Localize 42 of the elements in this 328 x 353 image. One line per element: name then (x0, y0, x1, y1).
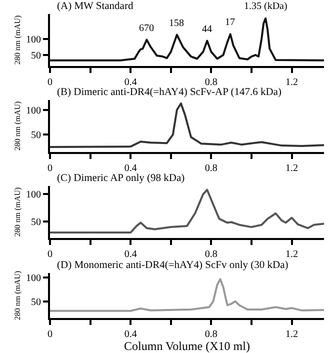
y-tick-label: 50 (31, 217, 41, 228)
annotation: 670 (139, 23, 154, 34)
x-tick-label: 1.2 (286, 77, 298, 88)
x-tick-label: 0.8 (204, 249, 218, 260)
y-tick-label: 50 (31, 296, 41, 308)
y-axis-title: 280 nm (mAU) (13, 270, 22, 320)
x-tick-label: 0 (48, 163, 52, 174)
annotation: 158 (169, 18, 184, 29)
annotation: 1.35 (kDa) (244, 1, 288, 12)
x-tick-label: 0.4 (124, 249, 137, 260)
chart-title: (A) MW Standard (57, 1, 134, 12)
x-tick-label: 1.2 (286, 329, 298, 340)
y-tick-label: 100 (26, 190, 41, 201)
x-tick-label: 0 (48, 329, 52, 340)
line-series (50, 278, 324, 312)
y-tick-label: 100 (26, 273, 41, 284)
x-tick-label: 0.8 (204, 329, 218, 340)
x-tick-label: 0.4 (124, 77, 137, 88)
y-axis-title: 280 nm (mAU) (13, 15, 22, 65)
annotation: 17 (225, 17, 235, 28)
x-tick-label: 0.4 (124, 329, 137, 340)
y-tick-label: 100 (26, 34, 41, 46)
chart-title: (D) Monomeric anti-DR4(=hAY4) ScFv only (30 kDa) (57, 260, 289, 271)
y-axis-title: 280 nm (mAU) (13, 101, 22, 151)
x-tick-label: 0.8 (204, 163, 218, 174)
line-series (50, 188, 324, 234)
line-series (50, 102, 324, 148)
x-tick-label: 0 (48, 249, 52, 260)
chart-title: (C) Dimeric AP only (98 kDa) (57, 173, 186, 184)
x-axis-title: Column Volume (X10 ml) (124, 339, 250, 353)
line-series (50, 17, 324, 62)
y-axis-title: 280 nm (mAU) (13, 187, 22, 237)
annotation: 44 (202, 24, 212, 35)
x-tick-label: 0.8 (204, 77, 218, 88)
y-tick-label: 50 (31, 50, 41, 62)
x-tick-label: 0 (48, 77, 52, 88)
x-tick-label: 1.2 (286, 163, 298, 174)
y-tick-label: 50 (31, 130, 41, 142)
x-tick-label: 0.4 (124, 163, 137, 174)
y-tick-label: 100 (26, 105, 41, 116)
x-tick-label: 1.2 (286, 249, 298, 260)
chart-title: (B) Dimeric anti-DR4(=hAY4) ScFv-AP (147.6 kDa) (57, 87, 282, 98)
